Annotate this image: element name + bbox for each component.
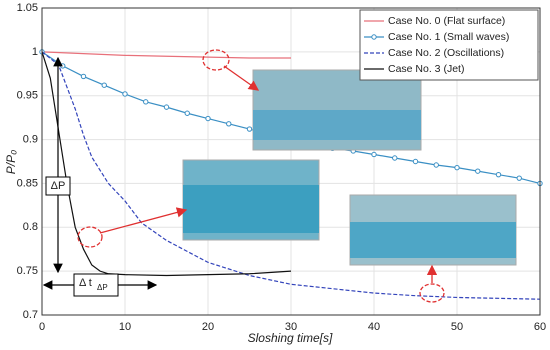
data-point	[205, 115, 211, 122]
annotation: ΔP	[51, 180, 66, 192]
data-point	[371, 151, 377, 158]
arrow	[223, 65, 260, 91]
legend-label: Case No. 3 (Jet)	[388, 63, 464, 75]
data-point	[495, 171, 502, 178]
legend-label: Case No. 0 (Flat surface)	[388, 15, 505, 27]
legend-box	[359, 9, 539, 81]
highlight	[202, 49, 230, 71]
series-line	[41, 51, 541, 300]
x-tick-label: 50	[451, 321, 463, 333]
x-tick-label: 40	[368, 321, 380, 333]
x-tick-label: 10	[119, 321, 131, 333]
y-tick-label: 0.95	[17, 90, 38, 102]
legend-label: Case No. 1 (Small waves)	[388, 31, 509, 43]
data-point	[433, 162, 439, 168]
data-point	[163, 104, 170, 110]
y-tick-label: 0.75	[17, 265, 38, 277]
data-point	[246, 126, 253, 132]
data-point	[454, 164, 460, 171]
photo-water	[253, 110, 421, 140]
annotation: Δ t	[79, 277, 92, 289]
highlight	[77, 226, 103, 248]
y-tick-label: 0.85	[17, 177, 38, 189]
x-tick-label: 60	[534, 321, 546, 333]
y-tick-label: 0.8	[23, 221, 38, 233]
annotation-subscript: ΔP	[97, 283, 108, 292]
data-point	[392, 155, 398, 161]
photo-water	[183, 185, 319, 233]
y-tick-label: 1.05	[17, 2, 38, 14]
x-tick-label: 20	[202, 321, 214, 333]
legend: Case No. 0 (Flat surface) Case No. 1 (Sma…	[359, 9, 539, 81]
data-point	[80, 73, 87, 80]
annotation-box	[73, 273, 119, 297]
highlight	[419, 283, 445, 303]
x-tick-label: 30	[285, 321, 297, 333]
data-point	[475, 168, 481, 174]
data-point	[516, 175, 522, 181]
data-point	[101, 82, 107, 88]
data-point	[143, 99, 149, 105]
y-tick-label: 1	[32, 46, 38, 58]
arrow	[99, 207, 188, 234]
photo-water	[350, 222, 516, 258]
data-point	[60, 63, 66, 69]
photos	[182, 69, 517, 266]
x-tick-label: 0	[39, 321, 45, 333]
delta-markers	[42, 56, 158, 290]
callouts	[77, 49, 445, 303]
legend-label: Case No. 2 (Oscillations)	[388, 47, 504, 59]
data-point	[412, 158, 419, 165]
data-point	[122, 91, 128, 97]
x-axis-label: Sloshing time[s]	[248, 331, 333, 345]
y-tick-label: 0.7	[23, 309, 38, 321]
legend-marker	[371, 34, 377, 40]
data-point	[226, 121, 232, 127]
annotation-box	[45, 176, 71, 196]
series-line	[41, 51, 291, 59]
data-point	[184, 110, 190, 116]
y-axis-label: P/P₀	[4, 150, 18, 174]
y-tick-label: 0.9	[23, 133, 38, 145]
plot-frame	[41, 7, 541, 316]
